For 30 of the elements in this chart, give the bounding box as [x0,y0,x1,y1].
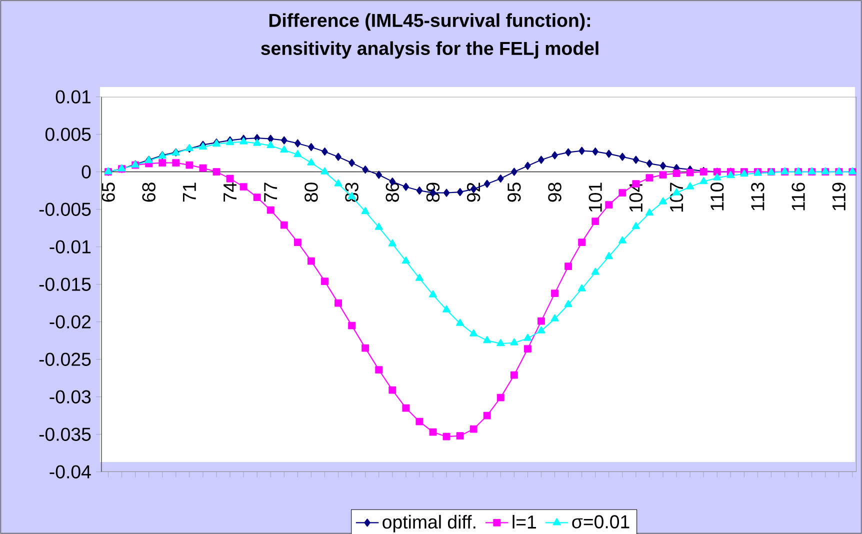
legend-label: l=1 [512,514,536,528]
x-tick-label: 113 [751,182,764,210]
x-tick-label: 77 [264,182,278,202]
x-tick-label: 65 [102,182,115,202]
x-tick-label: 80 [304,182,318,202]
y-tick-label: -0.015 [39,278,91,291]
y-tick-label: -0.02 [50,315,91,328]
y-tick-label: -0.025 [39,352,91,366]
x-tick-label: 116 [792,182,805,210]
x-tick-label: 101 [588,182,602,212]
y-tick-label: -0.01 [50,240,91,254]
y-tick-label: -0.035 [39,428,91,441]
y-tick-label: 0.01 [56,90,91,104]
y-tick-label: -0.005 [39,202,91,216]
x-tick-label: 86 [386,182,400,202]
legend-label: σ=0.01 [572,515,630,528]
legend-label: optimal diff. [382,514,476,532]
y-tick-label: 0 [82,165,91,178]
x-tick-label: 110 [710,182,724,210]
x-tick-label: 95 [508,182,521,202]
x-tick-label: 68 [142,182,156,202]
x-tick-label: 98 [548,182,562,202]
x-tick-label: 71 [183,182,196,202]
x-tick-label: 119 [832,182,846,210]
y-tick-label: -0.04 [50,465,91,478]
x-tick-label: 74 [224,182,236,202]
chart-title: Difference (IML45-survival function): [269,13,590,31]
y-tick-label: -0.03 [50,390,91,404]
y-tick-label: 0.005 [45,128,91,141]
chart-subtitle: sensitivity analysis for the FELj model [261,41,598,59]
